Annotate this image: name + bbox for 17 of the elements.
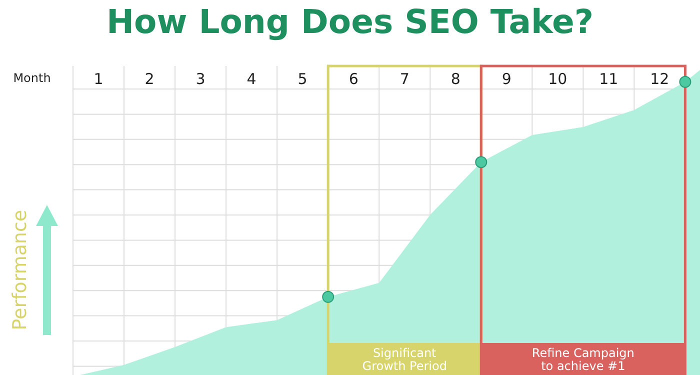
- x-tick-label: 8: [450, 70, 460, 88]
- x-tick-label: 5: [298, 70, 308, 88]
- chart-title: How Long Does SEO Take?: [106, 2, 594, 41]
- x-tick-label: 11: [599, 70, 618, 88]
- y-axis-title: Performance: [9, 210, 31, 330]
- x-tick-label: 4: [246, 70, 256, 88]
- x-axis-title: Month: [13, 71, 51, 85]
- x-tick-label: 2: [144, 70, 154, 88]
- x-tick-label: 7: [400, 70, 410, 88]
- x-tick-label: 10: [548, 70, 568, 88]
- band-label: Refine Campaign to achieve #1: [532, 346, 634, 373]
- x-tick-label: 9: [502, 70, 512, 88]
- x-tick-label: 12: [650, 70, 670, 88]
- x-tick-label: 3: [196, 70, 206, 88]
- band-label: Significant Growth Period: [362, 346, 447, 373]
- x-tick-label: 6: [348, 70, 358, 88]
- x-tick-label: 1: [94, 70, 104, 88]
